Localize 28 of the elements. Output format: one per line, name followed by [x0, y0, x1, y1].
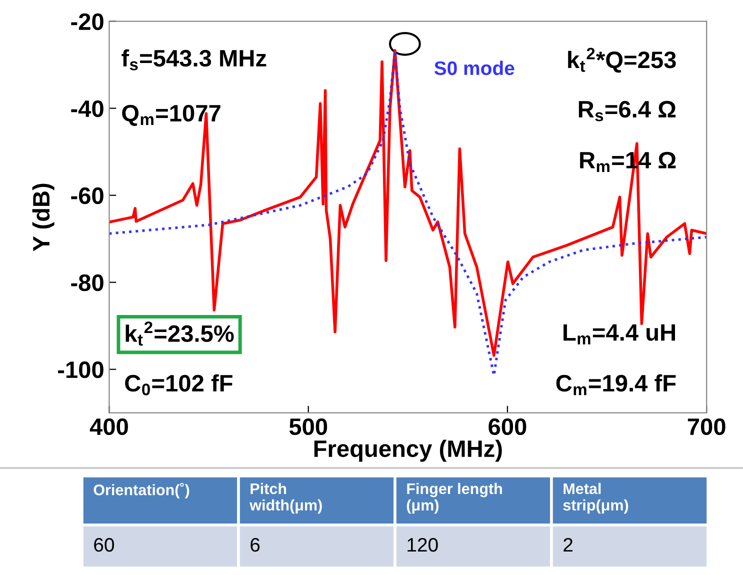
text: Metal strip(μm) [563, 482, 628, 514]
text: Pitch width(μm) [250, 482, 322, 514]
text: 60 [94, 538, 114, 552]
annotation: k$_{t}$$^{2}$=23.5% [126, 321, 234, 346]
series-label: S0 mode [434, 60, 514, 76]
x-tick-label: 400 [90, 418, 128, 436]
text: 120 [408, 538, 438, 552]
text: 6 [250, 538, 260, 552]
text: 2 [564, 538, 572, 552]
annotation: f$_{s}$=543.3 MHz [122, 49, 266, 70]
y-tick-label: -20 [71, 13, 104, 30]
text: Orientation(˚) [94, 482, 190, 498]
annotation: C$_{0}$=102 fF [125, 374, 232, 396]
x-tick-label: 700 [688, 418, 726, 436]
y-tick-label: -80 [71, 274, 104, 292]
x-tick-label: 500 [289, 418, 328, 436]
annotation: k$_{t}$$^{2}$*Q=253 [568, 48, 676, 73]
annotation: C$_{m}$=19.4 fF [556, 374, 676, 396]
y-tick-label: -40 [71, 100, 104, 118]
text: Finger length (μm) [406, 482, 502, 514]
x-axis-title: Frequency (MHz) [314, 440, 502, 462]
y-axis-title: Y (dB) [32, 184, 54, 252]
y-tick-label: -60 [71, 187, 104, 204]
annotation: Q$_{m}$=1077 [122, 104, 220, 126]
y-tick-label: -100 [58, 361, 104, 378]
x-tick-label: 600 [488, 418, 526, 436]
annotation: L$_{m}$=4.4 uH [564, 324, 675, 344]
annotation: R$_{s}$=6.4 Ω [578, 100, 676, 122]
